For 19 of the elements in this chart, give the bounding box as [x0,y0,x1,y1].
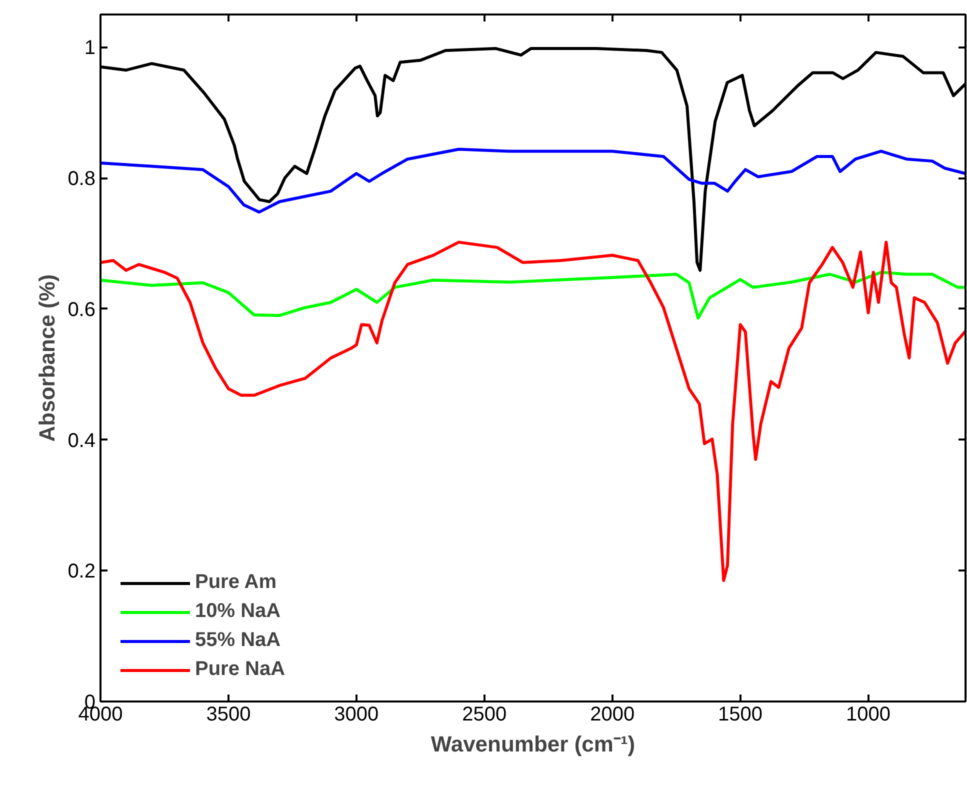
line-series [100,270,966,320]
x-tick-label: 3000 [334,704,379,726]
y-tick-label: 1 [84,37,96,60]
x-tick-label: 2500 [462,704,507,726]
legend-label: 10% NaA [195,600,281,623]
y-tick-label: 0.6 [68,298,96,321]
x-tick-label: 3500 [206,704,251,726]
x-tick-label: 1500 [718,704,763,726]
legend-label: Pure Am [195,571,277,594]
line-series [100,148,966,214]
y-tick-label: 0.8 [68,168,96,190]
y-tick-label: 0.2 [68,560,96,583]
x-axis-title: Wavenumber (cm⁻¹) [430,732,636,756]
y-axis-title: Absorbance (%) [34,274,60,442]
x-tick-label: 2000 [590,704,635,726]
legend-label: 55% NaA [195,629,281,652]
y-tick-label: 0.4 [68,430,96,452]
x-tick-label: 1000 [846,704,891,726]
legend-label: Pure NaA [195,658,286,681]
